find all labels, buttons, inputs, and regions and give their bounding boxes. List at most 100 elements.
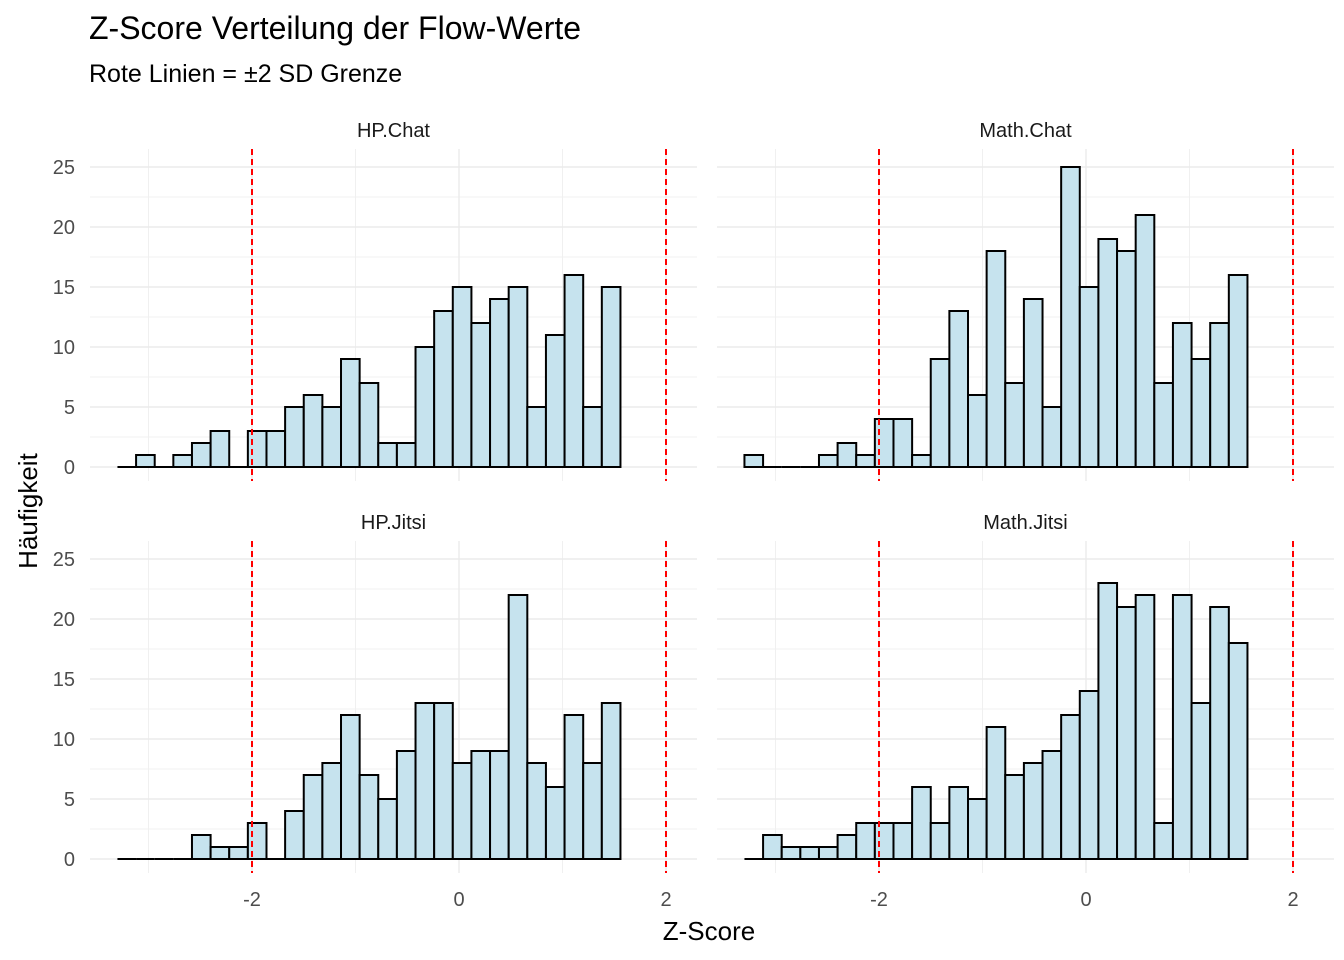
histogram-bar xyxy=(395,442,417,468)
histogram-bar xyxy=(1022,762,1044,860)
histogram-bar xyxy=(1153,822,1174,860)
histogram-bar xyxy=(1134,214,1156,468)
histogram-bar xyxy=(377,798,398,860)
histogram-bar xyxy=(911,786,932,860)
histogram-bar xyxy=(967,798,988,860)
histogram-bar xyxy=(340,714,361,860)
histogram-bar xyxy=(929,358,951,468)
histogram-bar xyxy=(246,430,268,468)
y-tick-label: 5 xyxy=(64,789,75,811)
y-tick-label: 15 xyxy=(53,669,75,691)
histogram-bar xyxy=(1116,606,1137,860)
histogram-bar xyxy=(489,298,510,468)
histogram-bar xyxy=(563,714,585,860)
histogram-bar xyxy=(284,810,305,860)
histogram-bar xyxy=(1078,286,1100,468)
histogram-bar xyxy=(377,442,398,468)
histogram-bar xyxy=(302,774,324,860)
histogram-bar xyxy=(600,286,622,468)
histogram-bar xyxy=(1097,238,1119,468)
histogram-bar xyxy=(340,358,361,468)
facet-label: Math.Jitsi xyxy=(983,512,1067,534)
histogram-bar xyxy=(817,846,839,860)
y-axis-title: Häufigkeit xyxy=(13,452,43,568)
histogram-bar xyxy=(190,442,212,468)
histogram-bar xyxy=(1078,690,1100,860)
y-tick-label: 25 xyxy=(53,157,75,179)
histogram-bar xyxy=(873,418,895,468)
histogram-bar xyxy=(582,762,603,860)
histogram-bar xyxy=(1041,750,1063,860)
histogram-bar xyxy=(265,430,287,468)
y-tick-label: 15 xyxy=(53,277,75,299)
histogram-bar xyxy=(284,406,305,468)
histogram-bar xyxy=(892,822,914,860)
histogram-bar xyxy=(1134,594,1156,860)
histogram-bar xyxy=(470,750,492,860)
histogram-bar xyxy=(451,762,473,860)
y-tick-label: 0 xyxy=(64,849,75,871)
histogram-bar xyxy=(209,846,231,860)
histogram-bar xyxy=(563,274,585,468)
histogram-bar xyxy=(1022,298,1044,468)
y-tick-label: 20 xyxy=(53,609,75,631)
histogram-bar xyxy=(544,786,566,860)
histogram-bar xyxy=(321,762,343,860)
x-tick-label: -2 xyxy=(870,889,888,911)
histogram-bar xyxy=(358,774,380,860)
histogram-bar xyxy=(836,442,858,468)
histogram-bar xyxy=(302,394,324,468)
histogram-bar xyxy=(172,454,193,468)
histogram-bar xyxy=(1060,166,1081,468)
facet-label: Math.Chat xyxy=(979,120,1072,142)
histogram-bar xyxy=(762,834,783,860)
histogram-bar xyxy=(526,762,547,860)
histogram-bar xyxy=(321,406,343,468)
chart-title: Z-Score Verteilung der Flow-Werte xyxy=(89,10,582,46)
histogram-bar xyxy=(855,454,876,468)
histogram-bar xyxy=(228,846,249,860)
x-tick-label: 0 xyxy=(453,889,464,911)
histogram-bar xyxy=(433,702,454,860)
histogram-bar xyxy=(544,334,566,468)
histogram-bar xyxy=(433,310,454,468)
y-tick-label: 20 xyxy=(53,217,75,239)
chart-subtitle: Rote Linien = ±2 SD Grenze xyxy=(89,60,403,88)
histogram-bar xyxy=(507,286,529,468)
histogram-bar xyxy=(1041,406,1063,468)
histogram-bar xyxy=(892,418,914,468)
x-axis-title: Z-Score xyxy=(663,916,755,946)
histogram-bar xyxy=(1004,382,1025,468)
x-tick-label: 0 xyxy=(1080,889,1091,911)
histogram-bar xyxy=(967,394,988,468)
histogram-bar xyxy=(1190,358,1212,468)
histogram-bar xyxy=(1171,322,1193,468)
histogram-bar xyxy=(948,786,970,860)
histogram-bar xyxy=(1190,702,1212,860)
histogram-bar xyxy=(414,702,436,860)
histogram-bar xyxy=(507,594,529,860)
y-tick-label: 10 xyxy=(53,729,75,751)
histogram-bar xyxy=(911,454,932,468)
y-tick-label: 10 xyxy=(53,337,75,359)
histogram-bar xyxy=(1171,594,1193,860)
histogram-bar xyxy=(414,346,436,468)
histogram-bar xyxy=(209,430,231,468)
histogram-bar xyxy=(1209,606,1230,860)
histogram-bar xyxy=(873,822,895,860)
y-tick-label: 0 xyxy=(64,457,75,479)
histogram-bar xyxy=(799,846,820,860)
histogram-bar xyxy=(395,750,417,860)
histogram-bar xyxy=(1153,382,1174,468)
histogram-bar xyxy=(1227,642,1249,860)
histogram-bar xyxy=(135,454,156,468)
histogram-bar xyxy=(1209,322,1230,468)
histogram-bar xyxy=(1004,774,1025,860)
histogram-bar xyxy=(780,846,802,860)
histogram-bar xyxy=(929,822,951,860)
histogram-bar xyxy=(985,726,1007,860)
histogram-bar xyxy=(948,310,970,468)
histogram-bar xyxy=(600,702,622,860)
